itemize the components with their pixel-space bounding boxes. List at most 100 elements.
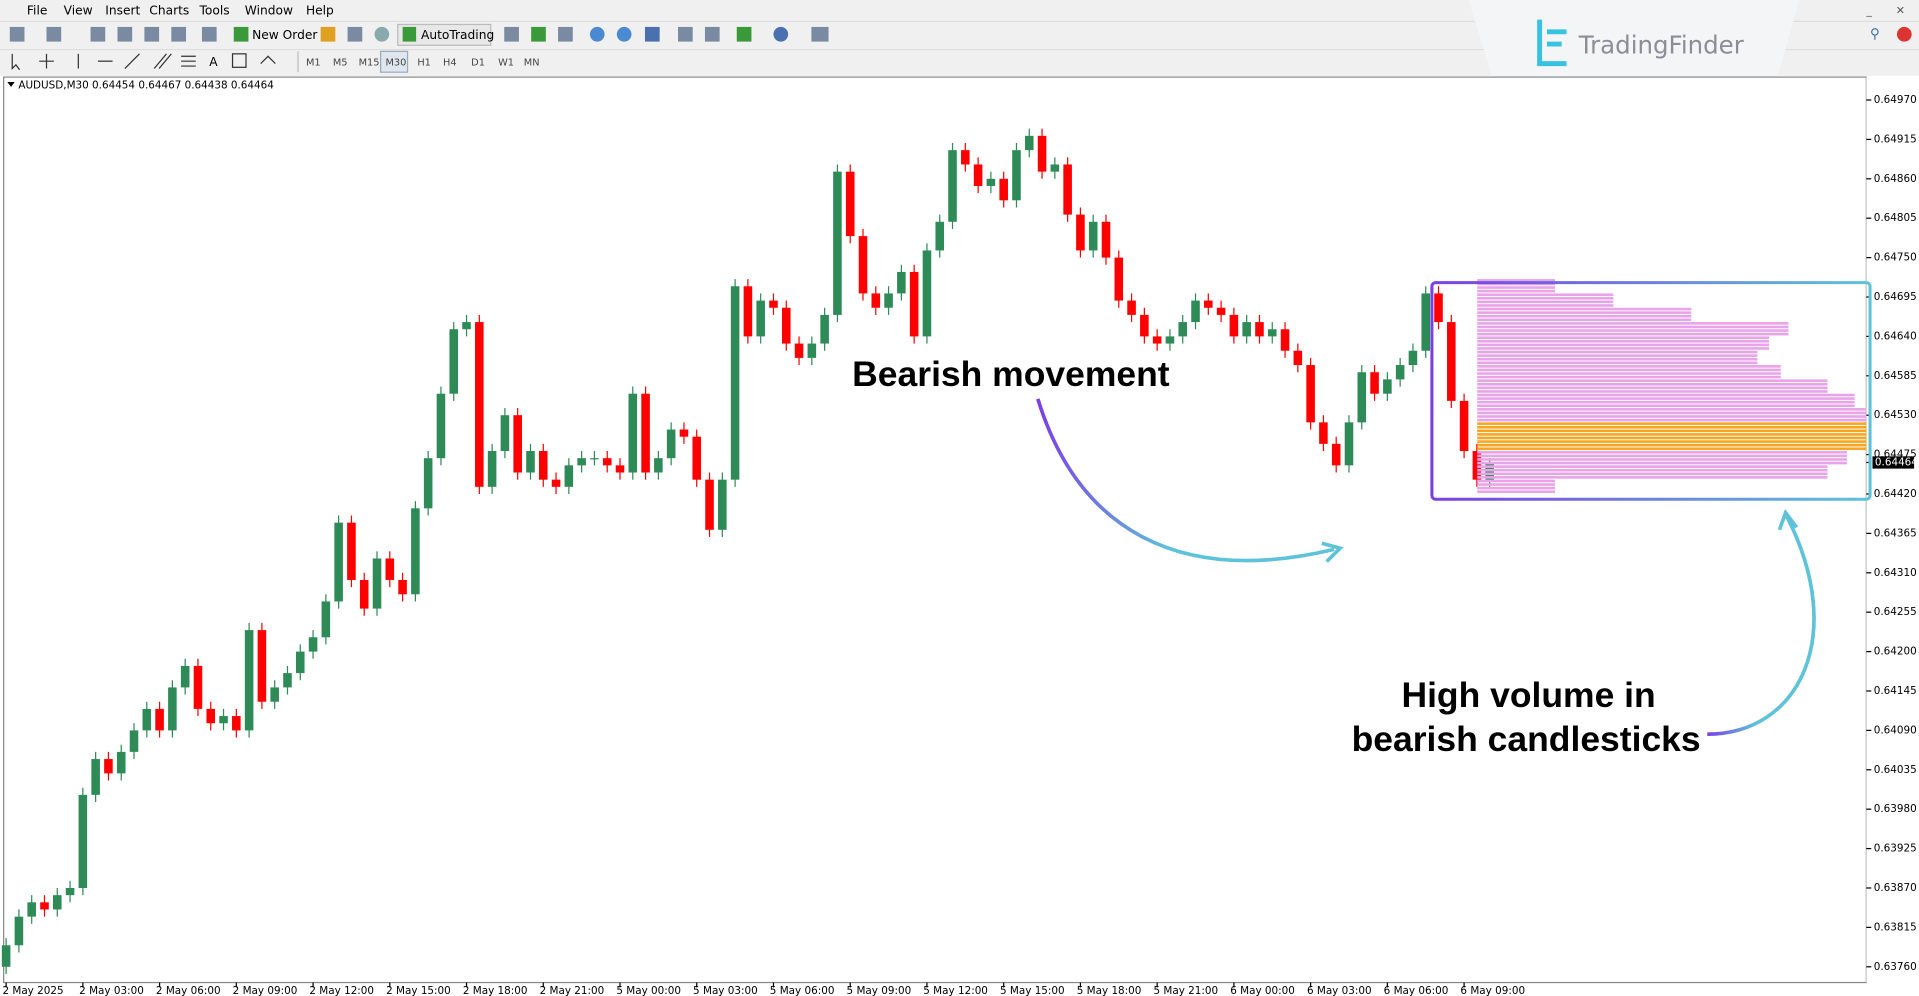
x-tick-label: 5 May 09:00 xyxy=(847,985,912,996)
timeframe-button[interactable]: H4 xyxy=(443,57,457,68)
volume-bar xyxy=(1477,350,1758,354)
new-order-button[interactable]: New Order xyxy=(252,28,318,42)
icon[interactable] xyxy=(117,26,133,42)
candle-body xyxy=(999,178,1008,201)
y-tick-label: 0.64035 xyxy=(1874,764,1917,776)
window-controls[interactable]: _ xyxy=(1865,4,1872,17)
volume-bar xyxy=(1477,311,1692,314)
icon[interactable] xyxy=(616,26,632,42)
candle-body xyxy=(1395,365,1405,380)
y-tick-label: 0.63925 xyxy=(1874,843,1917,855)
new-order-icon[interactable] xyxy=(233,26,249,42)
icon xyxy=(402,26,417,42)
menu-item[interactable]: Help xyxy=(306,4,334,18)
text-tool[interactable]: A xyxy=(209,55,218,69)
icon[interactable] xyxy=(589,26,605,42)
notification-icon[interactable] xyxy=(1896,26,1912,42)
candle-body xyxy=(564,465,574,487)
volume-level xyxy=(1477,307,1692,322)
volume-bar xyxy=(1477,443,1867,447)
candle-body xyxy=(193,665,203,709)
candle-body xyxy=(423,458,433,509)
price-tag-label: 0.64464 xyxy=(1875,456,1918,468)
fibo-tool[interactable] xyxy=(181,55,196,67)
icon[interactable] xyxy=(90,26,106,42)
auto-trading-button[interactable]: AutoTrading xyxy=(421,28,494,42)
candle-body xyxy=(1331,443,1341,466)
icon[interactable] xyxy=(773,26,789,42)
icon[interactable] xyxy=(531,26,546,42)
volume-level xyxy=(1477,365,1781,379)
volume-bar xyxy=(1477,368,1781,372)
candle-body xyxy=(1127,300,1136,315)
candle-body xyxy=(104,759,113,774)
menu-item[interactable]: View xyxy=(64,4,93,18)
menu-item[interactable]: Window xyxy=(245,4,293,18)
icon[interactable] xyxy=(811,26,829,42)
icon[interactable] xyxy=(347,26,363,42)
timeframe-button[interactable]: H1 xyxy=(417,57,431,68)
icon[interactable] xyxy=(736,26,752,42)
price-tag xyxy=(1872,456,1915,469)
icon[interactable] xyxy=(678,26,693,42)
volume-level xyxy=(1477,393,1855,408)
icon[interactable] xyxy=(144,26,160,42)
icon[interactable] xyxy=(46,26,62,42)
menu-item[interactable]: File xyxy=(27,4,47,18)
icon[interactable] xyxy=(320,26,336,42)
icon[interactable] xyxy=(171,26,187,42)
candle-body xyxy=(1216,307,1226,315)
timeframe-button[interactable]: M15 xyxy=(359,57,380,68)
candle-body xyxy=(462,322,471,330)
icon[interactable] xyxy=(558,26,573,42)
icon[interactable] xyxy=(644,26,660,42)
timeframe-button[interactable]: M1 xyxy=(306,57,321,68)
volume-level xyxy=(1477,379,1828,393)
candle-body xyxy=(219,716,228,724)
menu-item[interactable]: Charts xyxy=(149,4,189,18)
candle-body xyxy=(436,393,446,459)
symbol-arrow xyxy=(7,81,15,87)
candle-body xyxy=(679,429,689,437)
candle-body xyxy=(833,171,842,315)
volume-level xyxy=(1477,422,1867,436)
timeframe-button[interactable]: M30 xyxy=(386,57,407,68)
channel-tool[interactable] xyxy=(153,53,172,69)
label-tool[interactable] xyxy=(231,53,247,68)
y-tick-label: 0.64310 xyxy=(1874,567,1917,579)
timeframe-button[interactable]: D1 xyxy=(471,57,485,68)
volume-bar xyxy=(1477,411,1867,415)
candle-body xyxy=(641,393,650,473)
candle-body xyxy=(257,630,267,702)
candle-body xyxy=(1370,372,1379,394)
volume-bar xyxy=(1477,429,1867,433)
icon[interactable] xyxy=(9,26,25,42)
window-controls[interactable]: ✕ xyxy=(1896,4,1905,17)
icon[interactable] xyxy=(504,26,519,42)
icon[interactable] xyxy=(374,26,390,42)
timeframe-button[interactable]: M5 xyxy=(333,57,348,68)
y-tick-label: 0.63870 xyxy=(1874,882,1917,894)
arrow-tool[interactable] xyxy=(260,55,276,65)
volume-level xyxy=(1477,336,1770,350)
candle-body xyxy=(654,458,663,473)
candle-body xyxy=(1242,322,1251,337)
candle-body xyxy=(334,522,343,602)
menu-item[interactable]: Tools xyxy=(198,4,229,18)
candle-body xyxy=(1434,293,1443,323)
cursor-tool[interactable] xyxy=(11,53,21,71)
candle-body xyxy=(308,637,318,652)
timeframe-button[interactable]: W1 xyxy=(498,57,514,68)
search-icon[interactable]: ⚲ xyxy=(1870,27,1880,42)
y-tick-label: 0.63815 xyxy=(1874,921,1917,933)
auto-trading-frame[interactable] xyxy=(397,23,492,46)
x-tick-label: 6 May 00:00 xyxy=(1230,985,1295,996)
menu-item[interactable]: Insert xyxy=(105,4,140,18)
timeframe-button[interactable]: MN xyxy=(524,57,540,68)
crosshair-tool[interactable] xyxy=(39,53,54,69)
y-tick-label: 0.64200 xyxy=(1874,646,1917,658)
volume-bar xyxy=(1477,483,1556,486)
icon[interactable] xyxy=(704,26,720,42)
trendline-tool[interactable] xyxy=(124,53,140,69)
icon[interactable] xyxy=(201,26,217,42)
